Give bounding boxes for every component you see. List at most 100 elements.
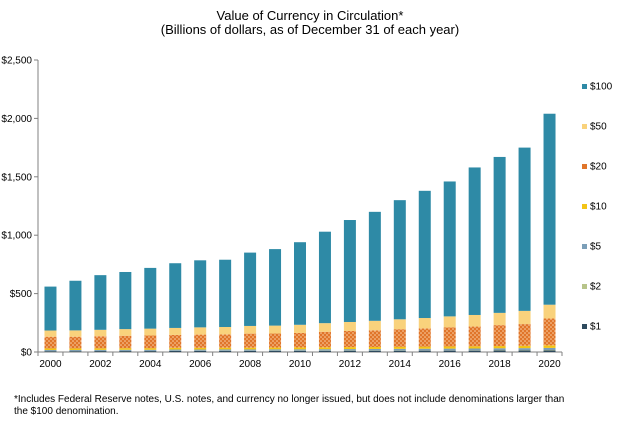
bar-segment <box>318 323 331 332</box>
bar-segment <box>294 347 306 350</box>
bar-segment <box>518 345 531 349</box>
legend-swatch <box>582 284 587 289</box>
bar-segment <box>94 349 107 351</box>
bar-segment <box>144 349 157 351</box>
bar-segment <box>169 327 182 335</box>
bar-segment <box>468 326 481 347</box>
bar-segment <box>343 349 356 351</box>
bar-segment <box>468 346 481 349</box>
x-tick-label: 2018 <box>488 359 511 370</box>
y-tick-label: $500 <box>10 289 33 300</box>
bar-segment <box>418 350 431 352</box>
bar-segment <box>493 312 506 326</box>
bar-segment <box>69 336 82 349</box>
bar-segment <box>393 346 406 349</box>
legend-label: $20 <box>590 162 607 173</box>
bar-segment <box>443 327 456 347</box>
x-tick-label: 2002 <box>89 359 112 370</box>
legend-swatch <box>582 324 587 329</box>
bar-segment <box>69 350 82 352</box>
bar-segment <box>443 346 456 349</box>
bar-segment <box>244 252 257 326</box>
bar-segment <box>543 318 556 346</box>
legend-label: $10 <box>590 202 607 213</box>
bar-segment <box>194 327 207 335</box>
bar-segment <box>368 346 381 349</box>
bar-segment <box>69 280 82 331</box>
bar-segment <box>443 181 456 317</box>
bar-segment <box>518 348 531 351</box>
bar-segment <box>343 350 356 352</box>
bar-segment <box>269 333 282 348</box>
legend-swatch <box>582 244 587 249</box>
bar-segment <box>393 329 406 347</box>
bar-segment <box>144 351 157 352</box>
bar-segment <box>44 286 57 331</box>
bar-segment <box>368 211 381 321</box>
bar-segment <box>418 348 431 351</box>
bar-segment <box>119 348 132 350</box>
bar-segment <box>44 330 57 337</box>
bar-segment <box>269 325 282 334</box>
bar-segment <box>468 167 481 315</box>
bar-segment <box>269 349 282 351</box>
bar-segment <box>119 335 132 349</box>
x-tick-label: 2016 <box>439 359 462 370</box>
bar-segment <box>169 263 182 328</box>
y-tick-label: $2,000 <box>1 114 32 125</box>
bar-segment <box>244 350 257 352</box>
bar-segment <box>244 349 257 351</box>
bar-segment <box>44 348 57 351</box>
legend-label: $100 <box>590 82 613 93</box>
bar-segment <box>169 334 182 348</box>
y-tick-label: $1,500 <box>1 172 32 183</box>
bar-segment <box>468 314 481 327</box>
legend-swatch <box>582 164 587 169</box>
bar-segment <box>443 348 456 351</box>
bar-segment <box>294 242 306 325</box>
y-tick-label: $2,500 <box>1 56 32 67</box>
bar-segment <box>543 304 556 319</box>
bar-segment <box>169 347 182 350</box>
legend-swatch <box>582 124 587 129</box>
x-tick-label: 2010 <box>289 359 312 370</box>
y-tick-label: $0 <box>21 348 33 359</box>
bar-segment <box>418 190 431 319</box>
bar-segment <box>343 330 356 348</box>
bar-segment <box>219 259 232 328</box>
bar-segment <box>493 350 506 352</box>
bar-segment <box>543 345 556 348</box>
bar-segment <box>294 349 306 351</box>
bar-segment <box>393 200 406 320</box>
bar-segment <box>368 350 381 352</box>
bar-segment <box>44 336 57 349</box>
bar-segment <box>393 350 406 352</box>
bar-segment <box>518 324 531 346</box>
chart-title: Value of Currency in Circulation* <box>216 8 404 23</box>
bar-segment <box>219 347 232 350</box>
bar-segment <box>343 321 356 331</box>
bar-segment <box>269 249 282 326</box>
bar-segment <box>418 346 431 349</box>
x-tick-label: 2004 <box>139 359 162 370</box>
bar-segment <box>144 348 157 350</box>
legend-label: $5 <box>590 242 602 253</box>
bar-segment <box>269 350 282 352</box>
bar-segment <box>543 347 556 351</box>
bar-segment <box>518 350 531 352</box>
bar-segment <box>318 231 331 324</box>
bars <box>44 113 556 352</box>
bar-segment <box>343 220 356 322</box>
bar-segment <box>393 319 406 330</box>
x-tick-label: 2000 <box>39 359 62 370</box>
bar-segment <box>44 351 57 352</box>
bar-segment <box>194 260 207 328</box>
bar-segment <box>144 328 157 336</box>
x-tick-label: 2008 <box>239 359 262 370</box>
bar-segment <box>169 350 182 352</box>
bar-segment <box>244 325 257 334</box>
bar-segment <box>119 271 132 330</box>
bar-segment <box>244 333 257 348</box>
bar-segment <box>318 350 331 352</box>
